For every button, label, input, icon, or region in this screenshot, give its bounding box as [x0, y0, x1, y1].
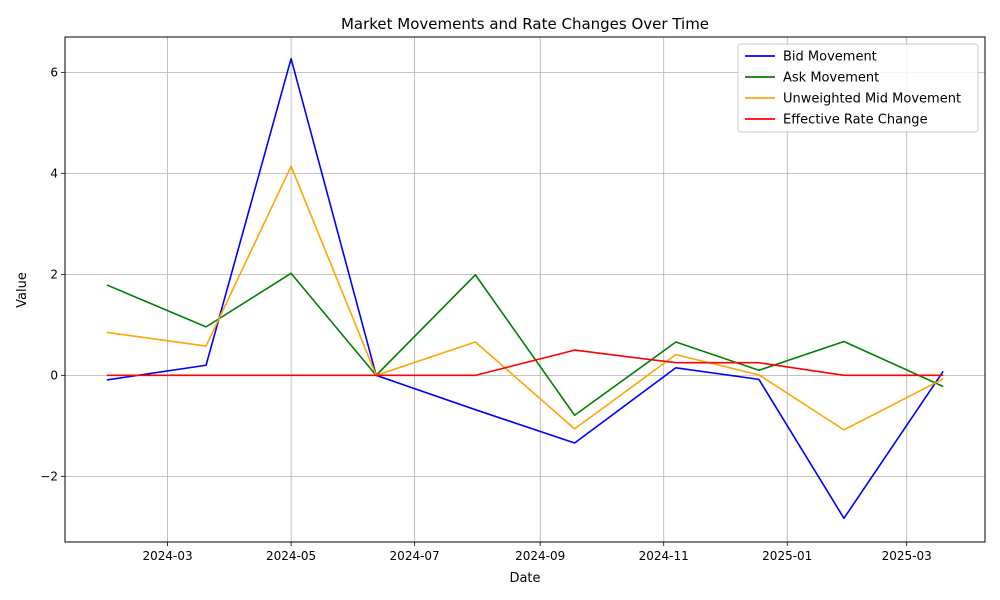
plot-area-frame — [64, 36, 986, 543]
x-tick-label: 2024-05 — [266, 549, 316, 563]
legend-label: Ask Movement — [783, 71, 879, 86]
y-tick-label: 0 — [50, 368, 58, 382]
x-tick-label: 2025-01 — [762, 549, 812, 563]
series-line-effective-rate-change — [106, 349, 944, 377]
x-tick-label: 2024-07 — [390, 549, 440, 563]
x-tick-label: 2024-03 — [143, 549, 193, 563]
x-tick-label: 2024-11 — [639, 549, 689, 563]
legend-label: Effective Rate Change — [783, 113, 928, 128]
y-tick-label: 4 — [50, 166, 58, 180]
y-tick-label: 6 — [50, 65, 58, 79]
y-tick-label: −2 — [40, 469, 58, 483]
series-lines — [106, 57, 944, 520]
legend: Bid Movement Ask Movement Unweighted Mid M… — [737, 43, 979, 133]
y-axis-ticks: −2 0 2 4 6 — [40, 65, 65, 483]
x-tick-label: 2024-09 — [515, 549, 565, 563]
x-tick-label: 2025-03 — [882, 549, 932, 563]
x-axis-ticks: 2024-03 2024-05 2024-07 2024-09 2024-11 2025-… — [143, 542, 932, 563]
series-line-unweighted-mid-movement — [106, 165, 944, 431]
series-line-ask-movement — [106, 272, 944, 417]
x-axis-label: Date — [509, 571, 540, 586]
y-axis-label: Value — [15, 272, 30, 308]
series-line-bid-movement — [106, 57, 944, 520]
legend-label: Unweighted Mid Movement — [783, 92, 961, 107]
chart-title: Market Movements and Rate Changes Over T… — [341, 15, 709, 33]
legend-label: Bid Movement — [783, 50, 877, 65]
y-tick-label: 2 — [50, 267, 58, 281]
legend-box — [737, 43, 979, 133]
